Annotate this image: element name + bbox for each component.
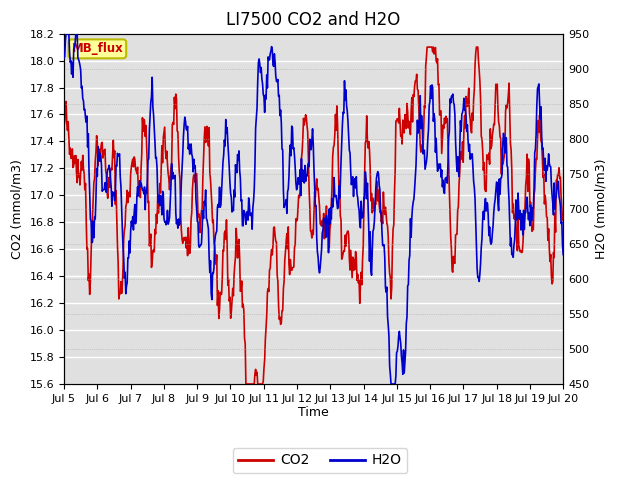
X-axis label: Time: Time	[298, 407, 329, 420]
Y-axis label: CO2 (mmol/m3): CO2 (mmol/m3)	[11, 159, 24, 259]
Y-axis label: H2O (mmol/m3): H2O (mmol/m3)	[595, 158, 608, 259]
Title: LI7500 CO2 and H2O: LI7500 CO2 and H2O	[227, 11, 401, 29]
Text: MB_flux: MB_flux	[72, 42, 124, 55]
Legend: CO2, H2O: CO2, H2O	[233, 448, 407, 473]
